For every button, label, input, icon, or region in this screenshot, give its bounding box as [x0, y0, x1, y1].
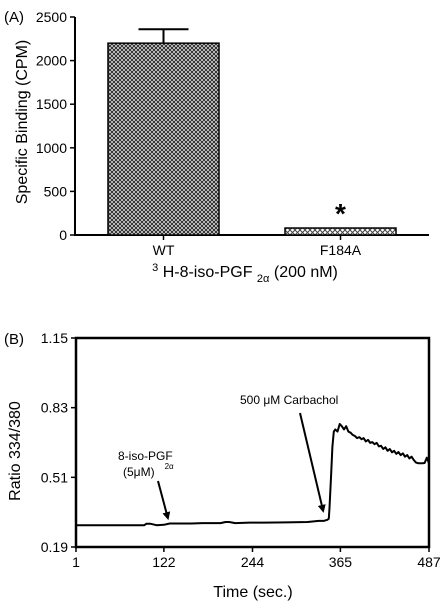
a-y-tick-label: 2500	[36, 9, 67, 25]
bar-f184a	[284, 227, 397, 236]
panel-a-x-tick-labels: WT F184A	[153, 235, 362, 258]
bar-wt	[107, 42, 220, 236]
b-y-tick-label: 0.83	[41, 400, 68, 416]
panel-b-y-ticks: 0.19 0.51 0.83 1.15	[41, 330, 76, 555]
x-label-superscript: 3	[152, 262, 158, 274]
panel-b-annotations: 8-iso-PGF (5μM) 2α 500 μM Carbachol	[118, 393, 338, 521]
annotation-line-1: 8-iso-PGF	[118, 449, 173, 463]
x-label-main: H-8-iso-PGF	[163, 264, 253, 281]
panel-b-y-axis-label: Ratio 334/380	[7, 401, 24, 501]
panel-b-series	[76, 423, 430, 527]
b-x-tick-label: 1	[72, 554, 80, 570]
panel-a-y-ticks: 0 500 1000 1500 2000 2500	[36, 9, 75, 243]
x-tick-label-f184a: F184A	[320, 242, 362, 258]
a-y-tick-label: 500	[44, 183, 68, 199]
b-y-tick-label: 0.51	[41, 469, 68, 485]
annotation-carbachol-label: 500 μM Carbachol	[240, 393, 338, 407]
a-y-tick-label: 0	[59, 227, 67, 243]
panel-b-label: (B)	[4, 331, 24, 348]
b-x-tick-label: 244	[241, 554, 265, 570]
x-label-concentration: (200 nM)	[274, 264, 338, 281]
panel-a-label: (A)	[4, 9, 24, 26]
x-tick-label-wt: WT	[153, 242, 175, 258]
b-y-tick-label: 1.15	[41, 330, 68, 346]
annotation-treatment-label: 8-iso-PGF (5μM) 2α	[118, 449, 174, 479]
panel-a-y-axis-label: Specific Binding (CPM)	[14, 40, 31, 205]
significance-asterisk: *	[335, 198, 346, 229]
panel-a-bars: *	[107, 28, 397, 236]
a-y-tick-label: 1000	[36, 140, 67, 156]
panel-b-x-ticks: 1 122 244 365 487	[72, 547, 441, 570]
annotation-subscript: 2α	[165, 462, 174, 471]
b-y-tick-label: 0.19	[41, 539, 68, 555]
b-x-tick-label: 487	[417, 554, 441, 570]
a-y-tick-label: 2000	[36, 53, 67, 69]
annotation-arrow-2	[299, 412, 326, 513]
panel-b-line-chart: (B) Ratio 334/380 0.19 0.51 0.83 1.15 1 122 2…	[4, 330, 441, 601]
x-label-subscript: 2α	[257, 273, 270, 285]
panel-b-x-axis-label: Time (sec.)	[213, 584, 292, 601]
b-x-tick-label: 365	[329, 554, 353, 570]
ratio-trace-line	[76, 423, 430, 527]
panel-a-bar-chart: (A) Specific Binding (CPM) 0 500 1000 1500 2…	[4, 9, 429, 286]
annotation-arrow-1	[157, 480, 171, 521]
a-y-tick-label: 1500	[36, 96, 67, 112]
panel-a-x-axis-label: 3 H-8-iso-PGF 2α (200 nM)	[152, 258, 338, 286]
annotation-line-2: (5μM)	[123, 465, 155, 479]
b-x-tick-label: 122	[152, 554, 176, 570]
